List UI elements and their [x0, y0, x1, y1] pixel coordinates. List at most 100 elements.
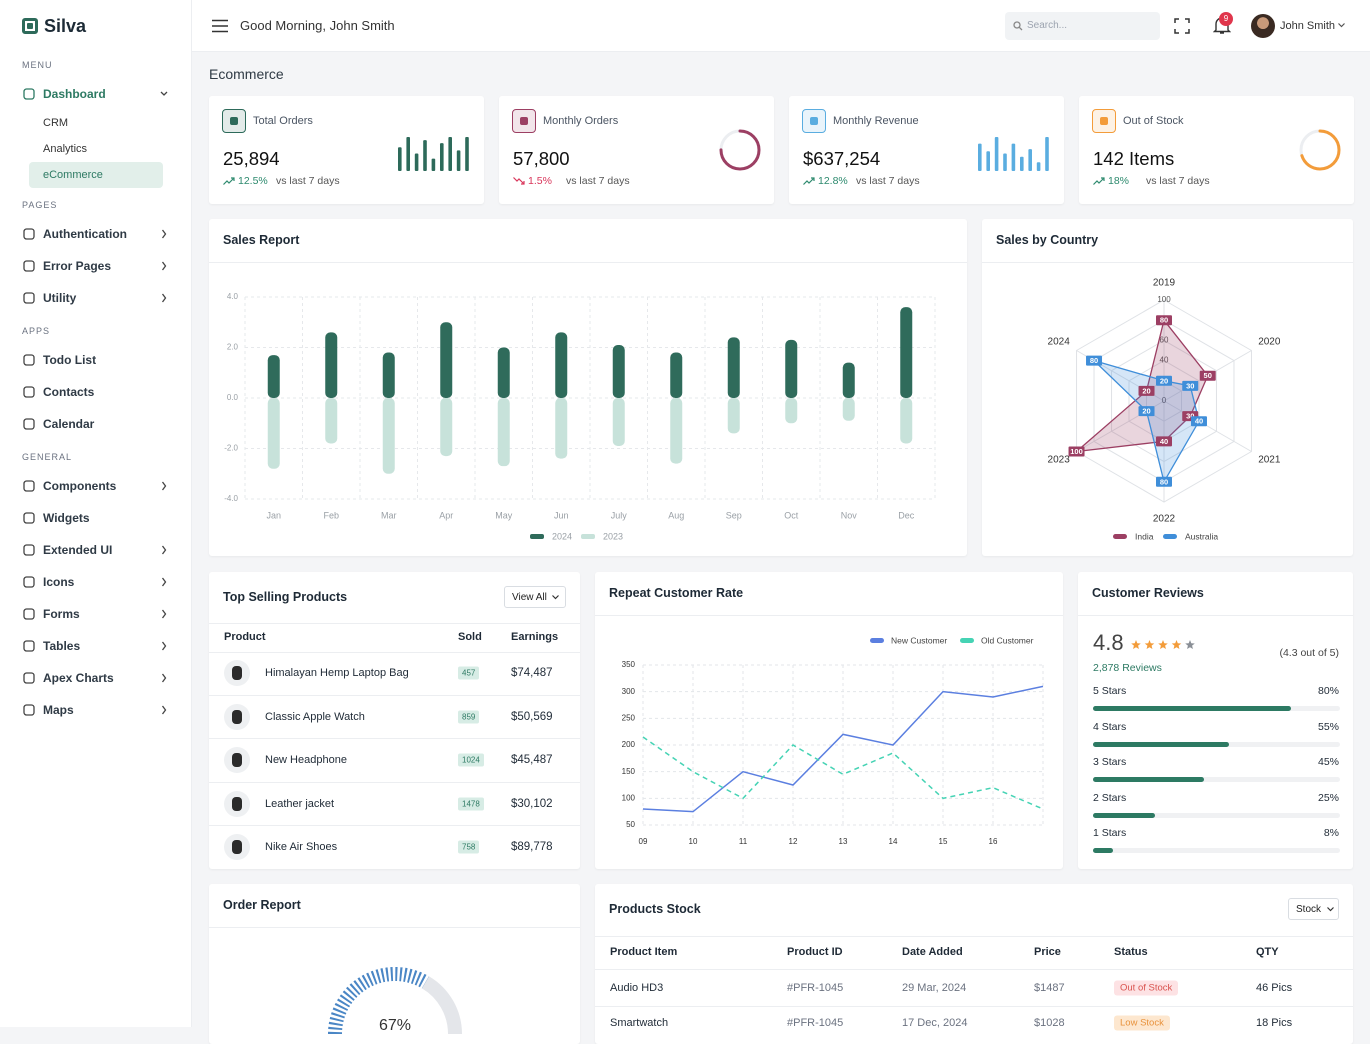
menu-icon — [23, 544, 35, 556]
donut-arc — [1299, 129, 1341, 171]
sparkline — [398, 137, 469, 171]
product-image — [224, 660, 250, 686]
menu-item[interactable]: Todo List — [0, 344, 191, 376]
menu-item[interactable]: Utility — [0, 282, 191, 314]
trend-arrow — [1093, 177, 1105, 185]
view-all-button[interactable]: View All — [504, 586, 566, 608]
sold-badge: 859 — [458, 710, 480, 724]
stat-change: 12.8% — [818, 175, 848, 187]
spark-bar — [994, 137, 999, 171]
bar-track — [1093, 706, 1340, 711]
menu-item[interactable]: Apex Charts — [0, 662, 191, 694]
stat-value: 57,800 — [513, 148, 570, 169]
bar — [612, 398, 625, 446]
x-tick-label: Jan — [266, 510, 281, 520]
fullscreen-icon[interactable] — [1174, 18, 1190, 34]
sales-country-card: Sales by Country 2019 2020 2021 2022 2023 202… — [982, 219, 1353, 556]
product-glyph — [232, 796, 242, 811]
axis-label: 2024 — [1048, 337, 1071, 348]
stat-value: 142 Items — [1093, 148, 1175, 169]
stat-change: 1.5% — [528, 175, 552, 187]
menu-item[interactable]: Forms — [0, 598, 191, 630]
menu-item[interactable]: Components — [0, 470, 191, 502]
submenu-item[interactable]: CRM — [43, 117, 69, 129]
bar-fill — [1093, 777, 1205, 783]
menu-label: Authentication — [43, 227, 127, 241]
icon-shape — [23, 260, 35, 272]
column-header: Product Item — [610, 946, 678, 958]
point-label: 40 — [1160, 437, 1168, 446]
stat-change: 18% — [1108, 175, 1130, 187]
menu-label: Calendar — [43, 417, 95, 431]
menu-item[interactable]: Icons — [0, 566, 191, 598]
product-image — [224, 703, 250, 730]
bar-fill — [1093, 741, 1229, 747]
repeat-customer-card: Repeat Customer Rate 50 100 150 200 250 300 35… — [595, 572, 1063, 869]
menu-label: Contacts — [43, 385, 95, 399]
separator — [209, 652, 580, 653]
spark-bar — [1036, 162, 1041, 171]
chevron — [161, 545, 167, 555]
bar-track — [1093, 741, 1340, 747]
stat-icon — [512, 109, 536, 133]
order-report-card: Order Report 67% — [209, 884, 580, 1044]
menu-item[interactable]: Widgets — [0, 502, 191, 534]
menu-item[interactable]: Tables — [0, 630, 191, 662]
menu-icon — [23, 354, 35, 366]
icon-shape — [23, 354, 35, 366]
point-label-bg — [1156, 436, 1172, 447]
y-tick-label: 2.0 — [227, 343, 239, 352]
menu-toggle[interactable] — [212, 19, 228, 33]
menu-item[interactable]: Error Pages — [0, 250, 191, 282]
row-separator — [209, 694, 580, 696]
point-label: 80 — [1090, 356, 1098, 365]
reviews-card: Customer Reviews 4.8 (4.3 out of 5) 2,87… — [1078, 572, 1353, 869]
submenu-item[interactable]: eCommerce — [29, 162, 163, 188]
menu-item[interactable]: Calendar — [0, 408, 191, 440]
sales-report-chart: -4.0 -2.0 0.0 2.0 4.0 Jan Feb Mar Apr May Jun July A… — [224, 292, 936, 541]
spark-bar — [456, 150, 461, 171]
menu-item[interactable]: Authentication — [0, 218, 191, 250]
menu-item[interactable]: Dashboard — [0, 78, 191, 110]
earnings: $50,569 — [511, 710, 553, 723]
axis-label: 2020 — [1258, 337, 1281, 348]
avatar[interactable] — [1251, 14, 1275, 38]
submenu-item[interactable]: Analytics — [43, 143, 88, 155]
spark-bar — [440, 143, 444, 171]
bar-track — [1093, 777, 1340, 783]
axis-label: 2019 — [1153, 278, 1176, 289]
y-tick-label: 300 — [622, 687, 636, 696]
legend-label: 2023 — [603, 531, 623, 541]
point-label: 80 — [1160, 477, 1168, 486]
x-tick-label: 11 — [739, 837, 748, 846]
stock-button[interactable]: Stock — [1288, 898, 1339, 920]
bar-track — [1093, 848, 1340, 854]
menu-item[interactable]: Maps — [0, 694, 191, 726]
earnings: $89,778 — [511, 841, 553, 854]
table-cell: 18 Pics — [1256, 1017, 1293, 1029]
bar-label: 3 Stars — [1093, 756, 1127, 769]
user-name[interactable]: John Smith — [1280, 20, 1336, 32]
chevron — [161, 705, 167, 715]
trend-path — [803, 177, 815, 185]
legend-swatch — [1163, 534, 1177, 539]
chevron-path — [160, 91, 168, 96]
star — [1185, 640, 1195, 650]
brand[interactable]: Silva — [0, 0, 191, 52]
separator — [595, 615, 1063, 616]
search-box[interactable]: Search... — [1005, 12, 1160, 40]
icon-shape — [23, 512, 35, 524]
column-header: Price — [1034, 946, 1061, 958]
table-cell: 29 Mar, 2024 — [902, 982, 967, 994]
point-label: 100 — [1070, 447, 1083, 456]
menu-item[interactable]: Contacts — [0, 376, 191, 408]
stat-card: Monthly Orders 57,800 1.5% vs last 7 days — [499, 96, 774, 204]
menu-label: Extended UI — [43, 543, 113, 557]
menu-item[interactable]: Extended UI — [0, 534, 191, 566]
table-cell: Smartwatch — [610, 1017, 669, 1029]
card-title: Top Selling Products — [223, 590, 348, 604]
spark-bar — [1045, 137, 1049, 171]
sold-badge: 1478 — [458, 797, 484, 811]
star — [1144, 640, 1155, 650]
